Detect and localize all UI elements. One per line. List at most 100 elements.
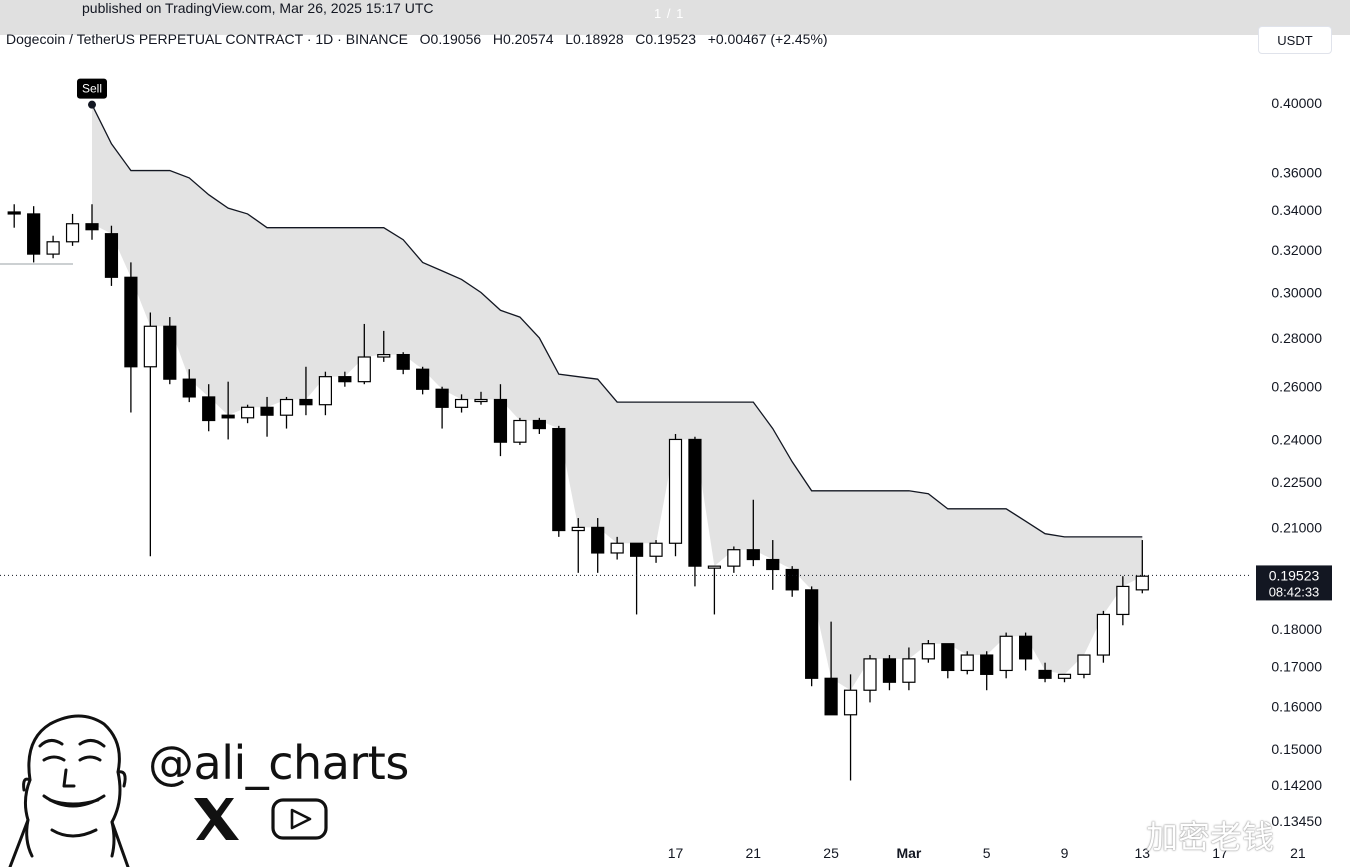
candle[interactable] [805,586,819,687]
candle[interactable] [1038,662,1052,683]
sell-signal-label: Sell [82,82,102,96]
candle-body-up [65,223,80,243]
candle-body-up [707,565,722,569]
y-tick-label: 0.40000 [1271,95,1322,111]
candle[interactable] [552,425,566,537]
x-tick-label: 21 [1290,845,1306,861]
candle[interactable] [941,643,955,679]
x-tick-label: 25 [823,845,839,861]
candle[interactable] [124,262,138,413]
candle[interactable] [143,312,157,557]
candle-body-down [396,353,410,370]
candle[interactable] [85,204,99,240]
candle[interactable] [532,417,546,434]
candle[interactable] [863,655,877,703]
candle[interactable] [299,366,313,416]
candle-body-up [1096,613,1111,656]
currency-button[interactable]: USDT [1258,26,1332,54]
candle[interactable] [416,366,430,395]
candle[interactable] [357,323,371,385]
candle[interactable] [279,396,294,429]
cartoon-face-icon [8,714,130,867]
candle-body-down [532,419,546,430]
candle[interactable] [629,542,644,615]
candle[interactable] [377,330,391,362]
candle[interactable] [766,540,780,590]
youtube-play-icon[interactable] [271,798,328,840]
candle-body-down [746,549,760,561]
candle[interactable] [241,404,255,424]
candle[interactable] [27,206,41,263]
candle[interactable] [182,369,196,403]
candle-body-up [668,438,683,544]
candle[interactable] [202,384,216,432]
candle[interactable] [591,518,605,573]
candle[interactable] [1077,654,1091,679]
x-tick-label: 17 [668,845,684,861]
candle[interactable] [7,204,21,228]
candle[interactable] [260,396,274,437]
candle[interactable] [65,213,80,246]
candle[interactable] [1116,576,1130,626]
candle-body-down [1038,669,1052,679]
candle-body-up [1077,654,1091,675]
high-value: 0.20574 [502,31,554,47]
candle[interactable] [960,651,974,675]
candle[interactable] [1135,540,1149,594]
candle-body-down [163,325,177,380]
candle[interactable] [571,518,585,573]
page-indicator: 1 / 1 [654,6,685,21]
x-logo-icon[interactable] [194,798,239,840]
candle[interactable] [163,317,177,385]
candle-body-down [591,526,605,554]
candle[interactable] [104,225,119,286]
candle[interactable] [999,632,1013,679]
candle[interactable] [1057,673,1072,683]
candle[interactable] [493,384,508,457]
candle-body-down [221,414,235,419]
candle[interactable] [649,540,663,563]
x-tick-label: 17 [1212,845,1228,861]
supertrend-fill [92,104,1143,691]
candle[interactable] [474,391,488,405]
open-label: O [419,31,431,47]
candle[interactable] [454,394,469,413]
candle-body-down [260,406,274,416]
candle[interactable] [513,417,527,445]
candle[interactable] [824,621,838,716]
candle[interactable] [902,647,916,691]
candle[interactable] [921,639,935,663]
candle[interactable] [396,352,410,375]
candle[interactable] [318,371,332,416]
candle-body-up [960,654,974,672]
candle[interactable] [746,499,760,567]
candle[interactable] [882,655,897,691]
candle-body-up [241,406,255,419]
candle-body-up [46,241,60,255]
candle-body-down [7,211,21,215]
candle[interactable] [785,566,799,597]
candle-body-up [727,549,741,567]
candle[interactable] [843,674,858,781]
candle[interactable] [435,386,449,429]
candle[interactable] [727,546,741,573]
last-price-value: 0.19523 [1269,567,1320,583]
candle[interactable] [668,433,683,557]
candle[interactable] [707,565,722,615]
candle[interactable] [338,371,352,387]
candle[interactable] [980,651,994,691]
y-tick-label: 0.16000 [1271,698,1322,714]
candle-body-down [435,388,449,408]
candle-body-down [104,233,119,278]
candle[interactable] [221,381,235,440]
candle[interactable] [688,436,702,587]
candle[interactable] [46,235,60,259]
candle[interactable] [610,536,624,560]
candle-body-up [1057,673,1072,679]
candle-body-down [805,589,819,679]
candle[interactable] [1018,632,1033,671]
candle[interactable] [1096,610,1111,663]
close-label: C [635,31,646,47]
candle-body-up [921,643,935,660]
